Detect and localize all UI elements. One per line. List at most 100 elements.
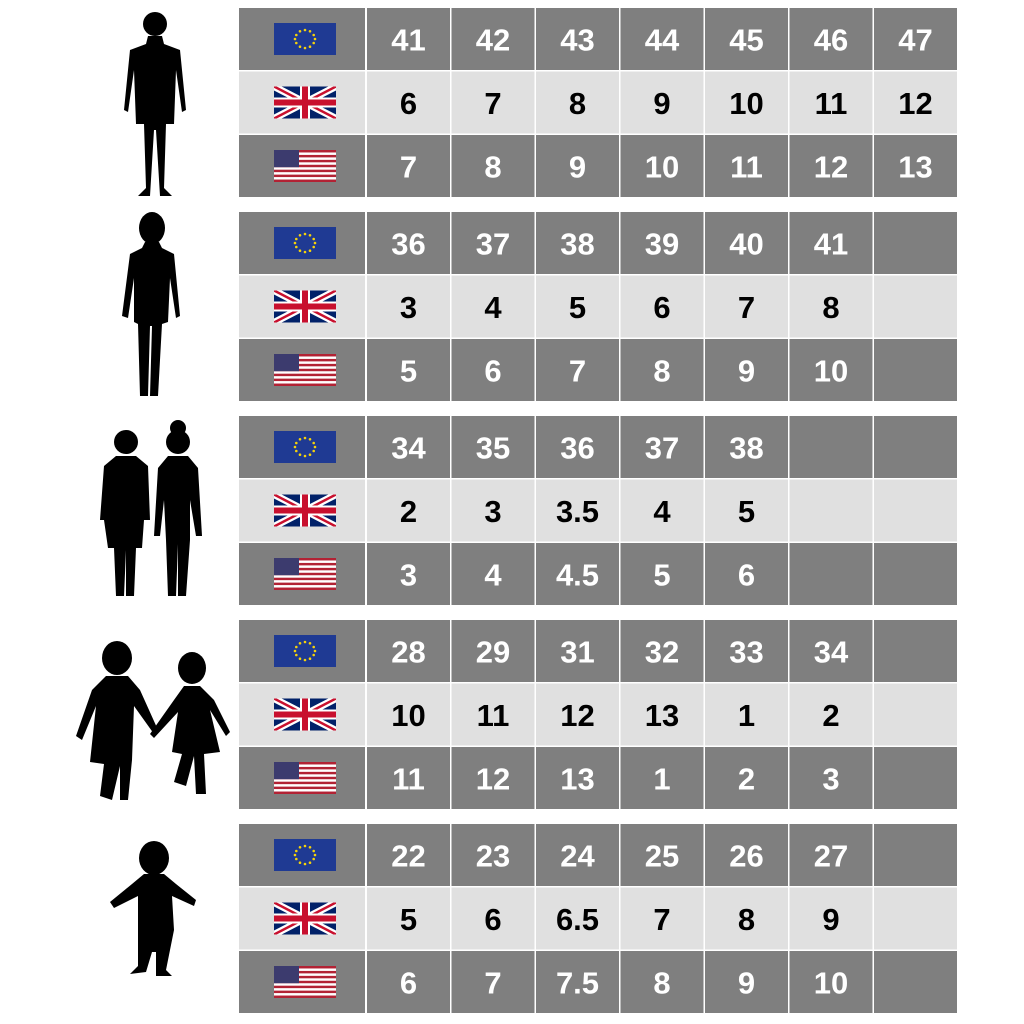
size-value: 11 — [815, 86, 848, 121]
size-cell — [874, 479, 957, 542]
size-cell — [789, 543, 873, 605]
flag-uk — [274, 495, 336, 527]
size-cell — [451, 8, 535, 70]
flag-us — [274, 558, 336, 590]
size-value: 28 — [391, 635, 425, 670]
flag-eu — [274, 23, 336, 55]
size-value: 8 — [738, 902, 755, 937]
size-value: 3 — [400, 558, 417, 593]
size-cell — [536, 620, 619, 682]
size-value: 9 — [569, 150, 586, 185]
size-value: 7 — [569, 354, 586, 389]
size-value: 31 — [560, 635, 594, 670]
size-cell — [451, 339, 535, 401]
size-value: 12 — [898, 86, 932, 121]
size-cell — [367, 887, 450, 950]
size-value: 13 — [560, 762, 594, 797]
size-value: 4 — [653, 494, 671, 529]
size-value: 9 — [738, 966, 755, 1001]
size-cell — [536, 824, 619, 886]
size-cell — [874, 683, 957, 746]
toddlers-silhouette — [76, 641, 230, 800]
size-cell — [451, 212, 535, 274]
size-value: 2 — [400, 494, 417, 529]
size-cell — [451, 275, 535, 338]
size-value: 10 — [729, 86, 763, 121]
size-cell — [536, 135, 619, 197]
size-value: 6 — [484, 902, 501, 937]
size-value: 5 — [569, 290, 586, 325]
size-cell — [451, 747, 535, 809]
size-cell — [620, 543, 704, 605]
size-value: 10 — [645, 150, 679, 185]
flag-eu — [274, 635, 336, 667]
size-cell — [705, 416, 788, 478]
size-value: 8 — [653, 354, 670, 389]
kids-silhouette — [100, 420, 202, 596]
size-value: 34 — [814, 635, 849, 670]
size-value: 24 — [560, 839, 595, 874]
size-cell — [620, 275, 704, 338]
size-cell — [536, 887, 619, 950]
size-cell — [367, 620, 450, 682]
size-value: 8 — [653, 966, 670, 1001]
size-cell — [536, 339, 619, 401]
size-cell — [536, 683, 619, 746]
size-cell — [874, 275, 957, 338]
size-cell — [620, 339, 704, 401]
size-cell — [789, 8, 873, 70]
size-value: 22 — [391, 839, 425, 874]
size-value: 8 — [569, 86, 586, 121]
size-cell — [620, 951, 704, 1013]
size-value: 38 — [560, 227, 594, 262]
size-value: 10 — [814, 354, 848, 389]
size-cell — [789, 951, 873, 1013]
size-cell — [451, 683, 535, 746]
size-value: 5 — [653, 558, 670, 593]
size-cell — [620, 887, 704, 950]
size-cell — [789, 416, 873, 478]
size-cell — [789, 747, 873, 809]
size-value: 6 — [400, 966, 417, 1001]
size-cell — [789, 339, 873, 401]
size-cell — [451, 416, 535, 478]
size-value: 35 — [476, 431, 510, 466]
size-cell — [451, 887, 535, 950]
size-value: 47 — [898, 23, 932, 58]
size-cell — [620, 620, 704, 682]
size-cell — [367, 824, 450, 886]
size-cell — [367, 747, 450, 809]
size-cell — [705, 71, 788, 134]
size-value: 46 — [814, 23, 848, 58]
size-value: 45 — [729, 23, 763, 58]
size-cell — [705, 479, 788, 542]
silhouettes — [76, 12, 230, 976]
flag-eu — [274, 839, 336, 871]
size-cell — [705, 951, 788, 1013]
size-cell — [367, 416, 450, 478]
size-value: 13 — [898, 150, 932, 185]
size-cell — [451, 71, 535, 134]
size-cell — [536, 543, 619, 605]
size-value: 41 — [391, 23, 425, 58]
size-cell — [536, 71, 619, 134]
size-cell — [705, 620, 788, 682]
baby-silhouette — [110, 841, 196, 976]
size-cell — [620, 71, 704, 134]
size-cell — [451, 620, 535, 682]
flag-uk — [274, 87, 336, 119]
flag-us — [274, 762, 336, 794]
size-cell — [705, 339, 788, 401]
size-cell — [367, 71, 450, 134]
size-value: 44 — [645, 23, 680, 58]
size-cell — [874, 8, 957, 70]
man-silhouette — [124, 12, 186, 196]
size-cell — [451, 543, 535, 605]
size-value: 42 — [476, 23, 510, 58]
size-value: 3 — [484, 494, 501, 529]
size-value: 38 — [729, 431, 763, 466]
size-cell — [789, 824, 873, 886]
size-value: 5 — [400, 902, 417, 937]
size-cell — [874, 747, 957, 809]
size-cell — [705, 275, 788, 338]
